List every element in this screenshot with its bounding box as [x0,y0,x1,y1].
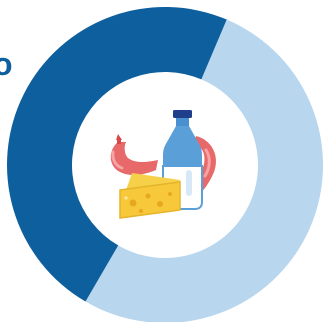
donut-slice-2 [6,6,227,302]
cheese-icon [119,173,181,219]
sausage-icon [110,134,158,176]
donut-slice-1 [85,19,323,322]
dairy-and-sausage-icon [110,110,216,219]
cropped-label: o [0,46,13,82]
donut-slices [6,6,323,322]
